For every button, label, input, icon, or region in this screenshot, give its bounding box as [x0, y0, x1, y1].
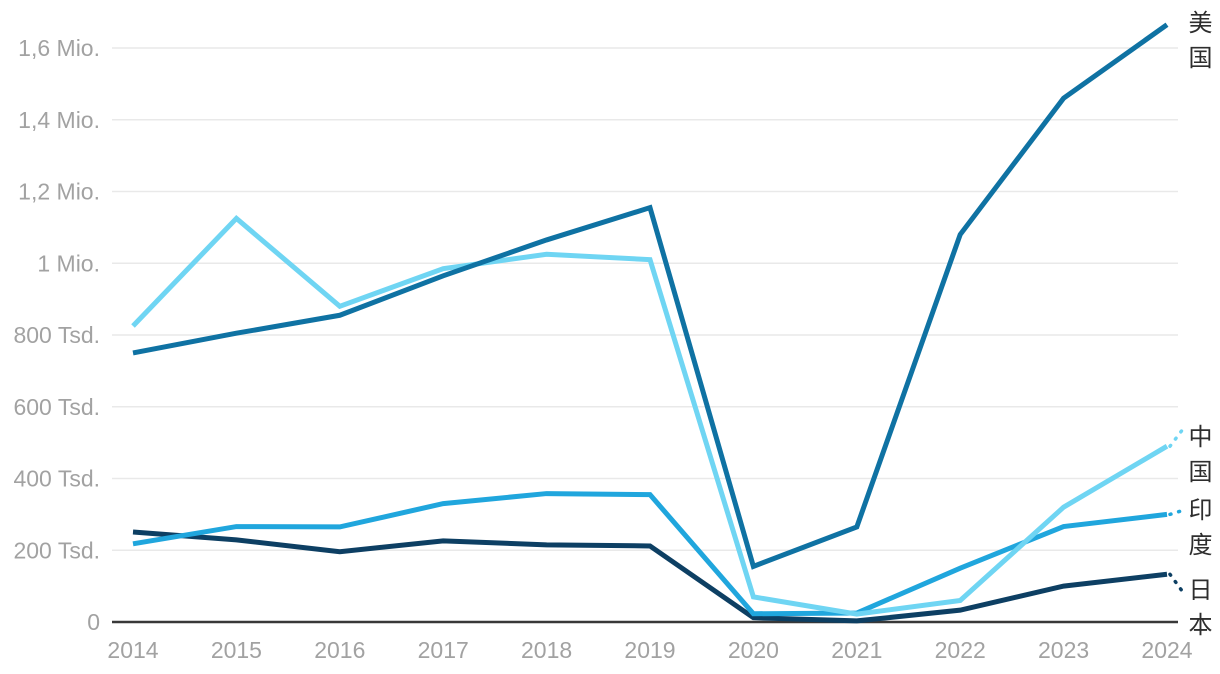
y-axis-tick-label: 1,4 Mio.	[18, 107, 100, 133]
y-axis-tick-label: 1 Mio.	[37, 250, 100, 276]
series-line-japan	[132, 529, 1168, 624]
leader-line-japan	[1168, 572, 1187, 597]
leader-line-china	[1168, 427, 1185, 448]
y-axis-tick-label: 200 Tsd.	[13, 537, 100, 563]
series-label-india: 印度	[1184, 497, 1211, 567]
series-label-china: 中国	[1184, 424, 1211, 494]
series-line-usa	[132, 22, 1169, 570]
y-axis-tick-label: 1,6 Mio.	[18, 35, 100, 61]
x-axis-tick-label: 2014	[107, 637, 158, 663]
series-line-china	[131, 214, 1169, 617]
y-axis-tick-label: 400 Tsd.	[13, 466, 100, 492]
x-axis-tick-label: 2022	[935, 637, 986, 663]
x-axis-tick-label: 2018	[521, 637, 572, 663]
x-axis-tick-label: 2016	[314, 637, 365, 663]
series-line-india	[132, 491, 1168, 617]
x-axis-tick-label: 2024	[1141, 637, 1192, 663]
series-label-japan: 日本	[1184, 577, 1211, 647]
y-axis-tick-label: 0	[87, 609, 100, 635]
y-axis-tick-label: 800 Tsd.	[13, 322, 100, 348]
y-axis-tick-label: 1,2 Mio.	[18, 179, 100, 205]
leader-line-india	[1168, 509, 1183, 517]
x-axis-tick-label: 2021	[831, 637, 882, 663]
x-axis-tick-label: 2017	[418, 637, 469, 663]
x-axis-tick-label: 2023	[1038, 637, 1089, 663]
y-axis-tick-label: 600 Tsd.	[13, 394, 100, 420]
x-axis-tick-label: 2015	[211, 637, 262, 663]
x-axis-tick-label: 2020	[728, 637, 779, 663]
series-label-usa: 美国	[1184, 10, 1211, 80]
x-axis-tick-label: 2019	[624, 637, 675, 663]
